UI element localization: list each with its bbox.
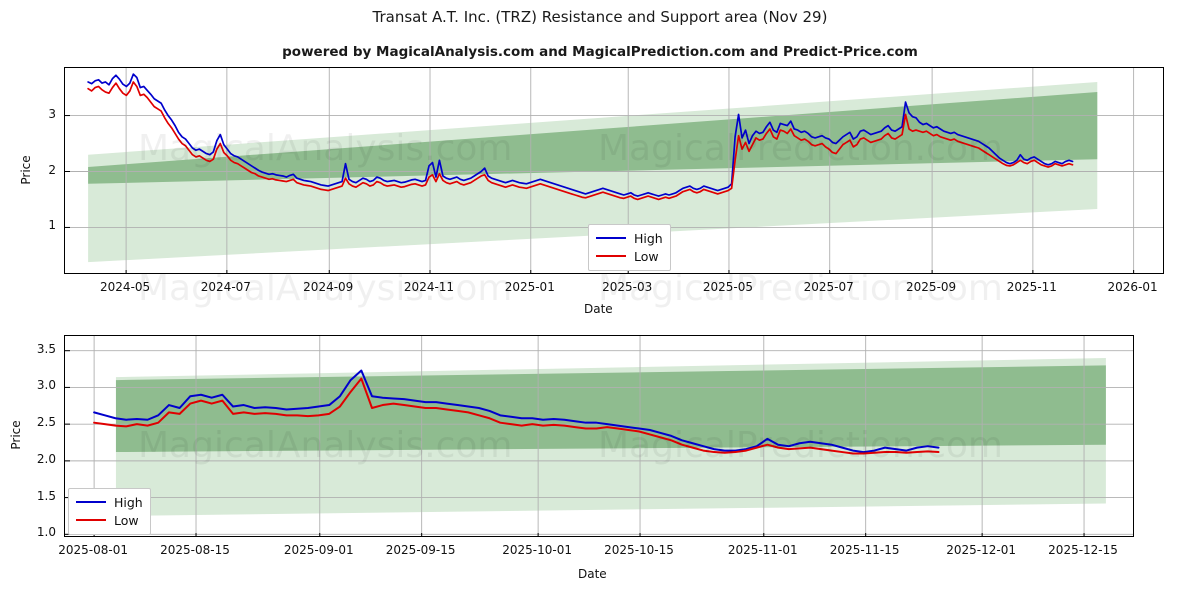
top-x-axis-label: Date <box>584 302 613 316</box>
x-tick-label: 2025-03 <box>602 280 653 294</box>
x-tick-label: 2024-07 <box>200 280 251 294</box>
y-tick-label: 2.5 <box>36 415 56 430</box>
legend-entry-high[interactable]: High <box>596 229 663 247</box>
legend-entry-high[interactable]: High <box>76 493 143 511</box>
x-tick-label: 2024-09 <box>303 280 354 294</box>
bottom-plot-area <box>64 335 1134 537</box>
resistance-band <box>88 92 1098 184</box>
resistance-band <box>115 365 1106 453</box>
legend-swatch-high <box>596 237 626 239</box>
y-tick-label: 3 <box>48 106 56 121</box>
x-tick-label: 2025-10-01 <box>502 543 572 557</box>
y-tick-label: 1.0 <box>36 525 56 540</box>
legend-label-high: High <box>114 494 143 510</box>
page-title: Transat A.T. Inc. (TRZ) Resistance and S… <box>372 8 828 26</box>
y-tick-label: 2 <box>48 162 56 177</box>
y-tick-label: 1.5 <box>36 488 56 503</box>
x-tick-label: 2025-10-15 <box>604 543 674 557</box>
y-tick-label: 3.0 <box>36 378 56 393</box>
x-tick-label: 2025-07 <box>803 280 854 294</box>
x-tick-label: 2025-09-15 <box>385 543 456 557</box>
legend-label-low: Low <box>634 248 659 264</box>
top-chart-svg <box>65 68 1163 273</box>
series-line-low <box>93 377 940 455</box>
x-tick-label: 2025-11-15 <box>829 543 900 557</box>
x-tick-label: 2025-11-01 <box>727 543 798 557</box>
x-tick-label: 2025-11 <box>1006 280 1057 294</box>
top-chart-panel <box>64 67 1164 274</box>
bottom-chart-svg <box>65 336 1133 536</box>
x-tick-label: 2025-08-01 <box>58 543 128 557</box>
legend-label-low: Low <box>114 512 139 528</box>
legend-swatch-high <box>76 501 106 503</box>
y-tick-label: 2.0 <box>36 451 56 466</box>
y-tick-label: 1 <box>48 218 56 233</box>
x-tick-label: 2025-01 <box>504 280 555 294</box>
y-tick-label: 3.5 <box>36 341 56 356</box>
bottom-chart-legend[interactable]: High Low <box>68 488 151 535</box>
series-line-high <box>93 369 940 454</box>
x-tick-label: 2025-08-15 <box>160 543 230 557</box>
x-tick-label: 2026-01 <box>1107 280 1158 294</box>
legend-entry-low[interactable]: Low <box>76 511 143 529</box>
top-chart-legend[interactable]: High Low <box>588 224 671 271</box>
legend-swatch-low <box>596 255 626 257</box>
x-tick-label: 2025-05 <box>702 280 754 294</box>
bottom-x-axis-label: Date <box>578 567 607 581</box>
x-tick-label: 2025-12-15 <box>1048 543 1118 557</box>
bottom-chart-panel <box>64 335 1134 537</box>
x-tick-label: 2024-11 <box>403 280 455 294</box>
x-tick-label: 2024-05 <box>100 280 151 294</box>
x-tick-label: 2025-12-01 <box>946 543 1017 557</box>
x-tick-label: 2025-09-01 <box>283 543 354 557</box>
top-plot-area <box>64 67 1164 274</box>
legend-swatch-low <box>76 519 106 521</box>
series-line-low <box>87 81 1074 201</box>
series-line-high <box>87 73 1074 197</box>
x-tick-label: 2025-09 <box>906 280 957 294</box>
legend-entry-low[interactable]: Low <box>596 247 663 265</box>
legend-label-high: High <box>634 230 663 246</box>
page-subtitle: powered by MagicalAnalysis.com and Magic… <box>282 44 918 60</box>
